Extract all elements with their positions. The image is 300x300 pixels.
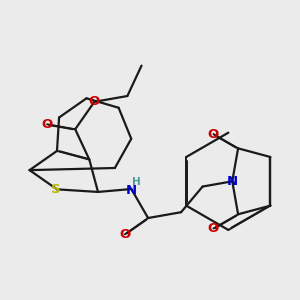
Text: H: H bbox=[132, 177, 141, 187]
Text: O: O bbox=[208, 222, 219, 235]
Text: N: N bbox=[227, 175, 238, 188]
Text: O: O bbox=[208, 128, 219, 141]
Text: O: O bbox=[89, 95, 100, 108]
Text: N: N bbox=[126, 184, 137, 197]
Text: O: O bbox=[119, 228, 130, 241]
Text: S: S bbox=[50, 183, 60, 196]
Text: O: O bbox=[41, 118, 53, 131]
